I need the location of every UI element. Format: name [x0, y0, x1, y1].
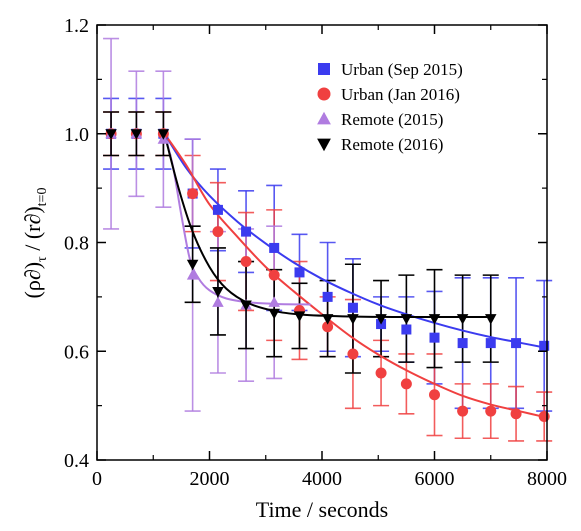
data-point	[456, 314, 469, 325]
legend-marker	[318, 63, 330, 75]
data-point	[401, 324, 412, 335]
y-axis-title: (ρ∂)τ / (r∂)t=0	[20, 188, 50, 299]
legend-marker	[317, 138, 331, 152]
data-point	[322, 291, 333, 302]
x-tick-label: 2000	[190, 468, 230, 490]
data-point	[269, 242, 280, 253]
series-3-markers	[105, 129, 497, 325]
data-point	[268, 269, 280, 281]
data-point	[400, 378, 412, 390]
data-point	[241, 226, 252, 237]
y-axis-title-sub-a: τ	[35, 256, 50, 262]
data-point	[429, 389, 440, 401]
data-point	[539, 340, 550, 351]
data-point	[130, 129, 143, 140]
data-point	[212, 204, 223, 215]
y-tick-label: 0.6	[64, 341, 89, 363]
data-point	[375, 314, 387, 325]
data-point	[510, 408, 522, 420]
data-point	[375, 367, 387, 379]
y-axis-title-sub-b: t=0	[35, 188, 50, 207]
data-point	[187, 188, 199, 200]
data-point	[212, 286, 224, 298]
data-point	[428, 314, 441, 325]
data-point	[347, 302, 358, 313]
legend-label: Remote (2016)	[341, 135, 443, 154]
y-tick-label: 1.0	[64, 124, 89, 146]
y-axis-title-part-mid: / (r∂)	[20, 206, 45, 256]
data-point	[485, 405, 497, 417]
data-point	[294, 267, 305, 278]
data-point	[347, 314, 359, 325]
x-tick-label: 8000	[527, 468, 567, 490]
axis-ticks: 0 2000 4000 6000 8000 0.4 0.6 0.8 1.0 1.2	[64, 15, 567, 490]
data-point	[347, 348, 359, 360]
data-point	[157, 129, 170, 140]
data-point	[186, 259, 199, 271]
data-point	[538, 411, 550, 422]
legend-label: Remote (2015)	[341, 110, 443, 129]
y-tick-label: 1.2	[64, 15, 89, 37]
data-point	[268, 308, 280, 320]
y-tick-label: 0.8	[64, 233, 89, 255]
series-2-fit-line	[163, 133, 311, 306]
data-point	[429, 332, 440, 343]
y-axis-title-part-a: (ρ∂)	[20, 262, 45, 299]
legend: Urban (Sep 2015) Urban (Jan 2016) Remote (…	[317, 60, 463, 154]
data-point	[321, 314, 334, 325]
x-tick-label: 4000	[302, 468, 342, 490]
data-point	[212, 226, 224, 238]
x-tick-label: 6000	[415, 468, 455, 490]
data-point	[240, 300, 252, 312]
data-point	[212, 296, 224, 307]
data-point	[400, 314, 413, 325]
data-point	[240, 256, 252, 268]
data-point	[105, 129, 117, 140]
legend-label: Urban (Sep 2015)	[341, 60, 463, 79]
series-0-fit-line	[163, 133, 548, 349]
data-point	[186, 269, 199, 280]
plot-content	[103, 37, 553, 442]
legend-marker	[317, 111, 331, 125]
data-point	[322, 321, 334, 333]
data-point	[485, 314, 497, 325]
data-point	[268, 296, 280, 307]
x-axis-title: Time / seconds	[256, 497, 388, 522]
x-tick-label: 0	[92, 468, 102, 490]
legend-marker	[317, 87, 331, 101]
legend-label: Urban (Jan 2016)	[341, 85, 460, 104]
data-point	[511, 338, 522, 349]
data-point	[457, 338, 468, 349]
data-point	[457, 405, 469, 417]
y-tick-label: 0.4	[64, 450, 89, 472]
data-point	[485, 338, 496, 349]
data-point	[293, 311, 306, 322]
